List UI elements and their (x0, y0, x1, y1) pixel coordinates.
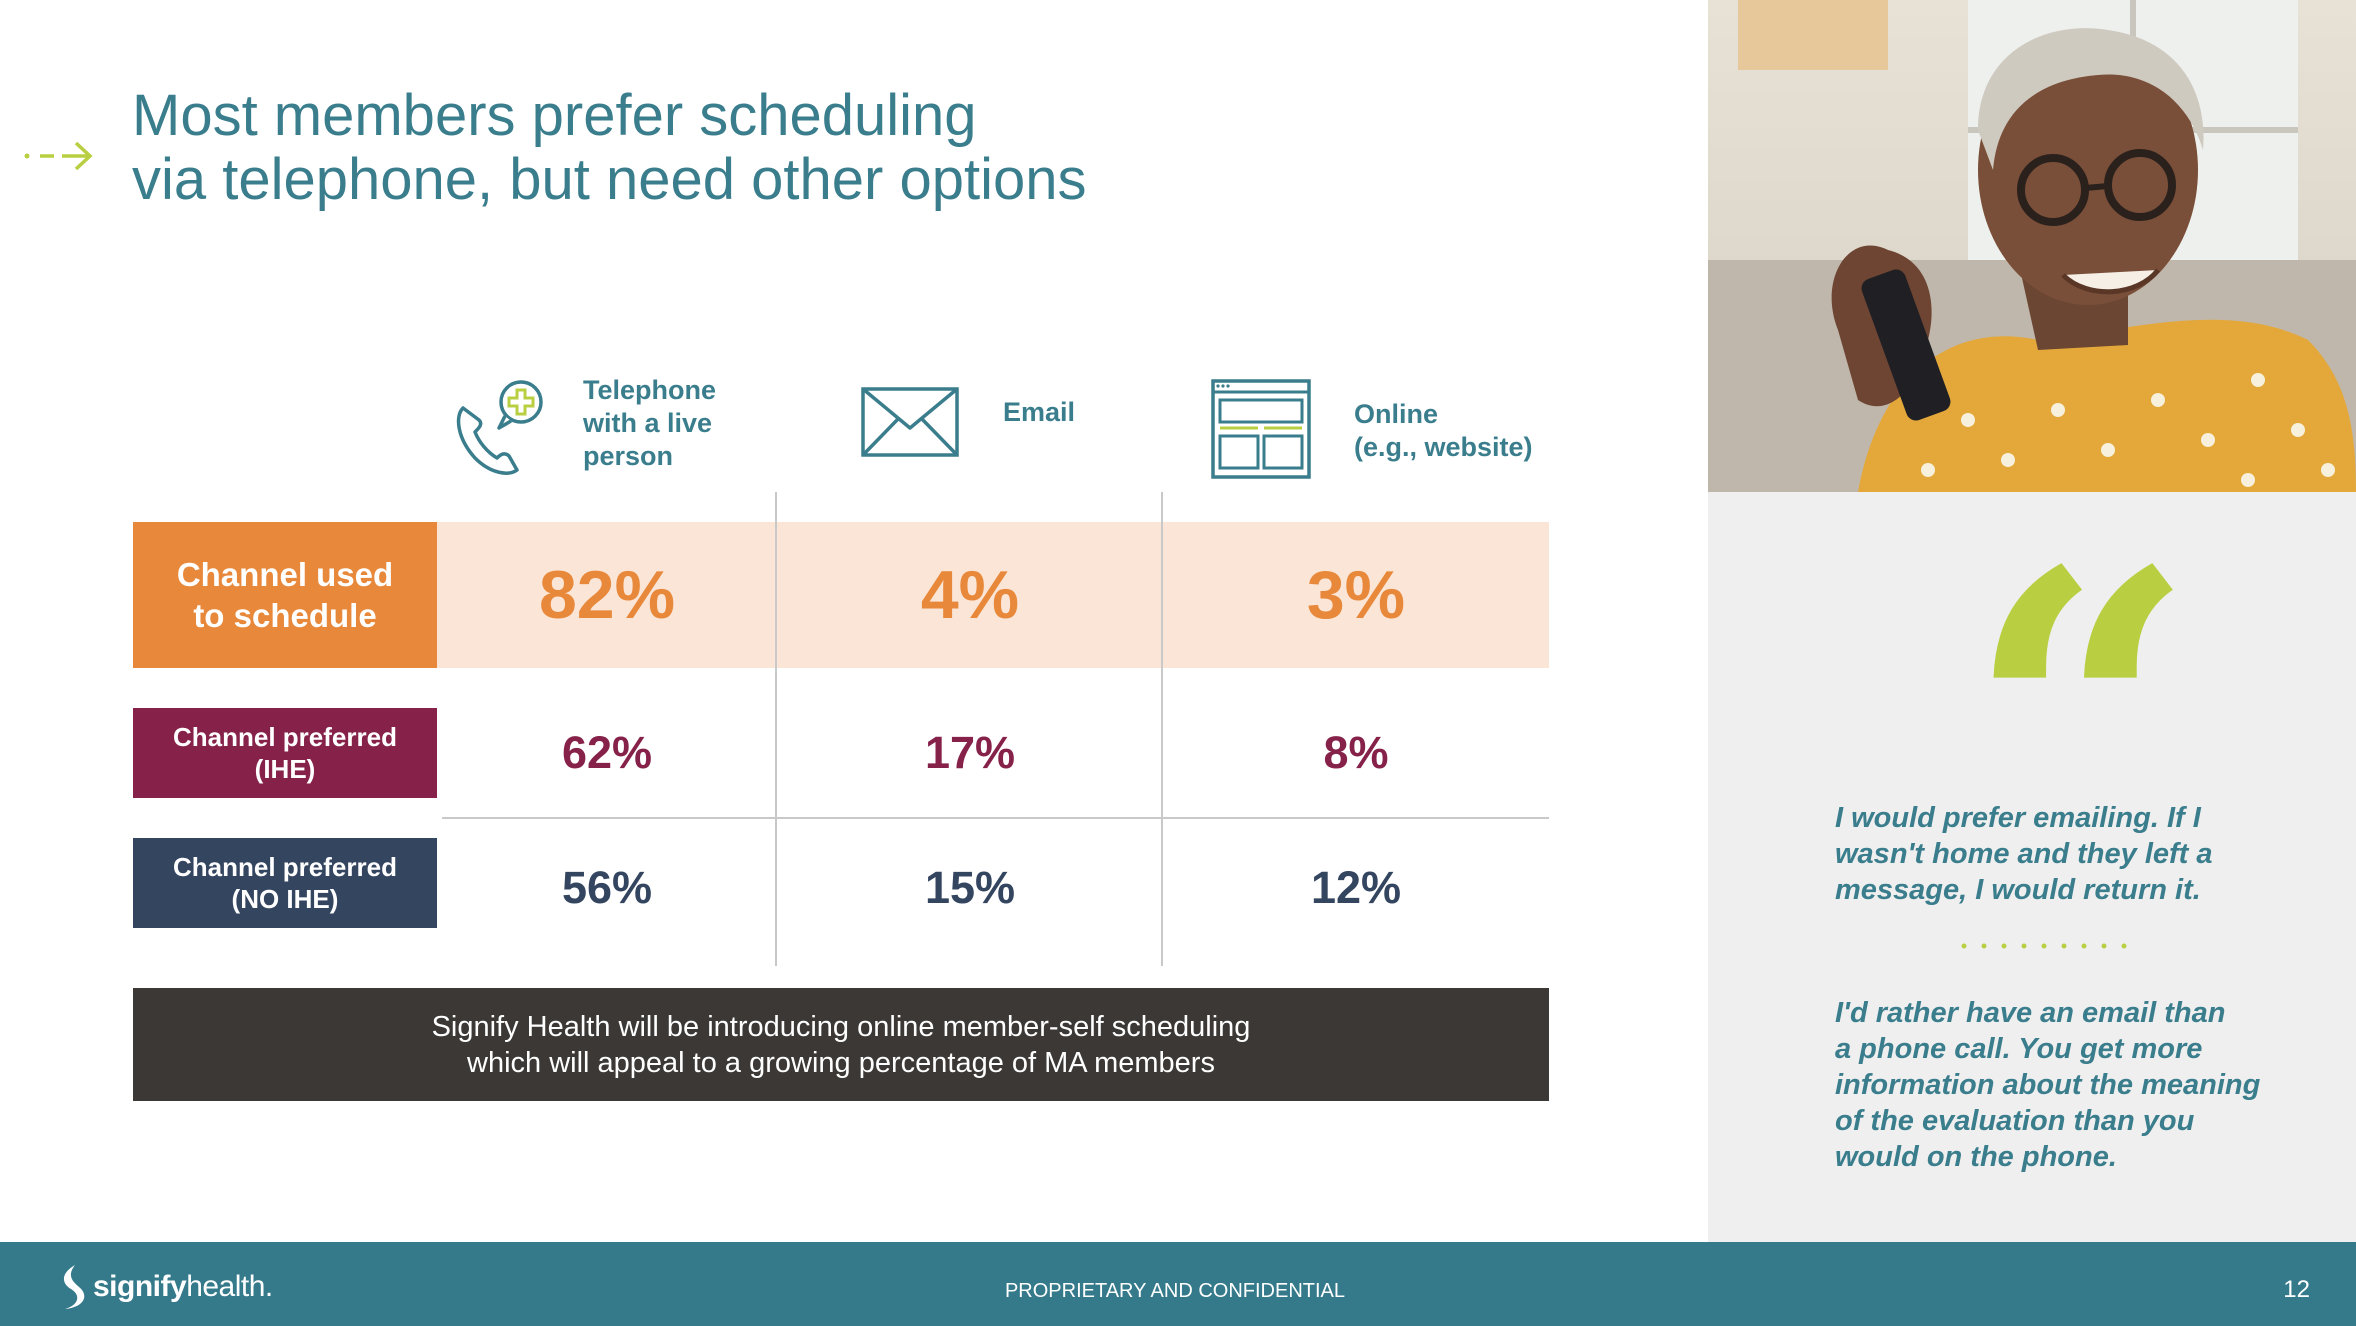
value-noihe-online: 12% (1310, 862, 1402, 913)
value-used-online: 3% (1306, 557, 1406, 633)
signify-logo-icon (63, 1265, 85, 1309)
quote-2: I'd rather have an email than a phone ca… (1835, 997, 2261, 1173)
divider (442, 817, 1549, 819)
phone-medical-icon (456, 380, 543, 475)
value-ihe-telephone: 62% (561, 727, 653, 778)
value-ihe-online: 8% (1323, 727, 1389, 778)
row-label-channel-used: Channel used to schedule (133, 522, 437, 668)
quote-panel (1708, 492, 2356, 1242)
column-label-online: Online (e.g., website) (1354, 399, 1533, 462)
divider (1161, 492, 1163, 966)
value-noihe-telephone: 56% (561, 862, 653, 913)
highlight-row-background (437, 522, 1549, 668)
value-used-email: 4% (920, 557, 1020, 633)
dotted-separator (1961, 943, 2127, 949)
logo-text-light: health. (186, 1270, 273, 1303)
value-noihe-email: 15% (924, 862, 1016, 913)
logo-text-bold: signify (93, 1270, 187, 1303)
row-label-preferred-no-ihe: Channel preferred (NO IHE) (133, 838, 437, 928)
divider (775, 492, 777, 966)
summary-banner: Signify Health will be introducing onlin… (133, 988, 1549, 1101)
quote-1: I would prefer emailing. If I wasn't hom… (1835, 802, 2213, 906)
website-icon (1211, 379, 1311, 479)
row-label-preferred-ihe: Channel preferred (IHE) (133, 708, 437, 798)
envelope-icon (861, 387, 959, 457)
confidential-notice: PROPRIETARY AND CONFIDENTIAL (1004, 1280, 1346, 1302)
signify-health-logo: signifyhealth. (55, 1262, 273, 1312)
arrow-icon (24, 141, 93, 171)
quote-icon: “ (1966, 485, 2197, 955)
page-title: Most members prefer scheduling via telep… (132, 83, 1087, 212)
value-ihe-email: 17% (924, 727, 1016, 778)
footer-bar (0, 1242, 2356, 1326)
column-label-email: Email (1003, 397, 1076, 427)
column-label-telephone: Telephone with a live person (583, 375, 717, 471)
page-number: 12 (2283, 1276, 2310, 1303)
photo-woman-on-phone (1708, 0, 2356, 492)
value-used-telephone: 82% (538, 557, 676, 633)
